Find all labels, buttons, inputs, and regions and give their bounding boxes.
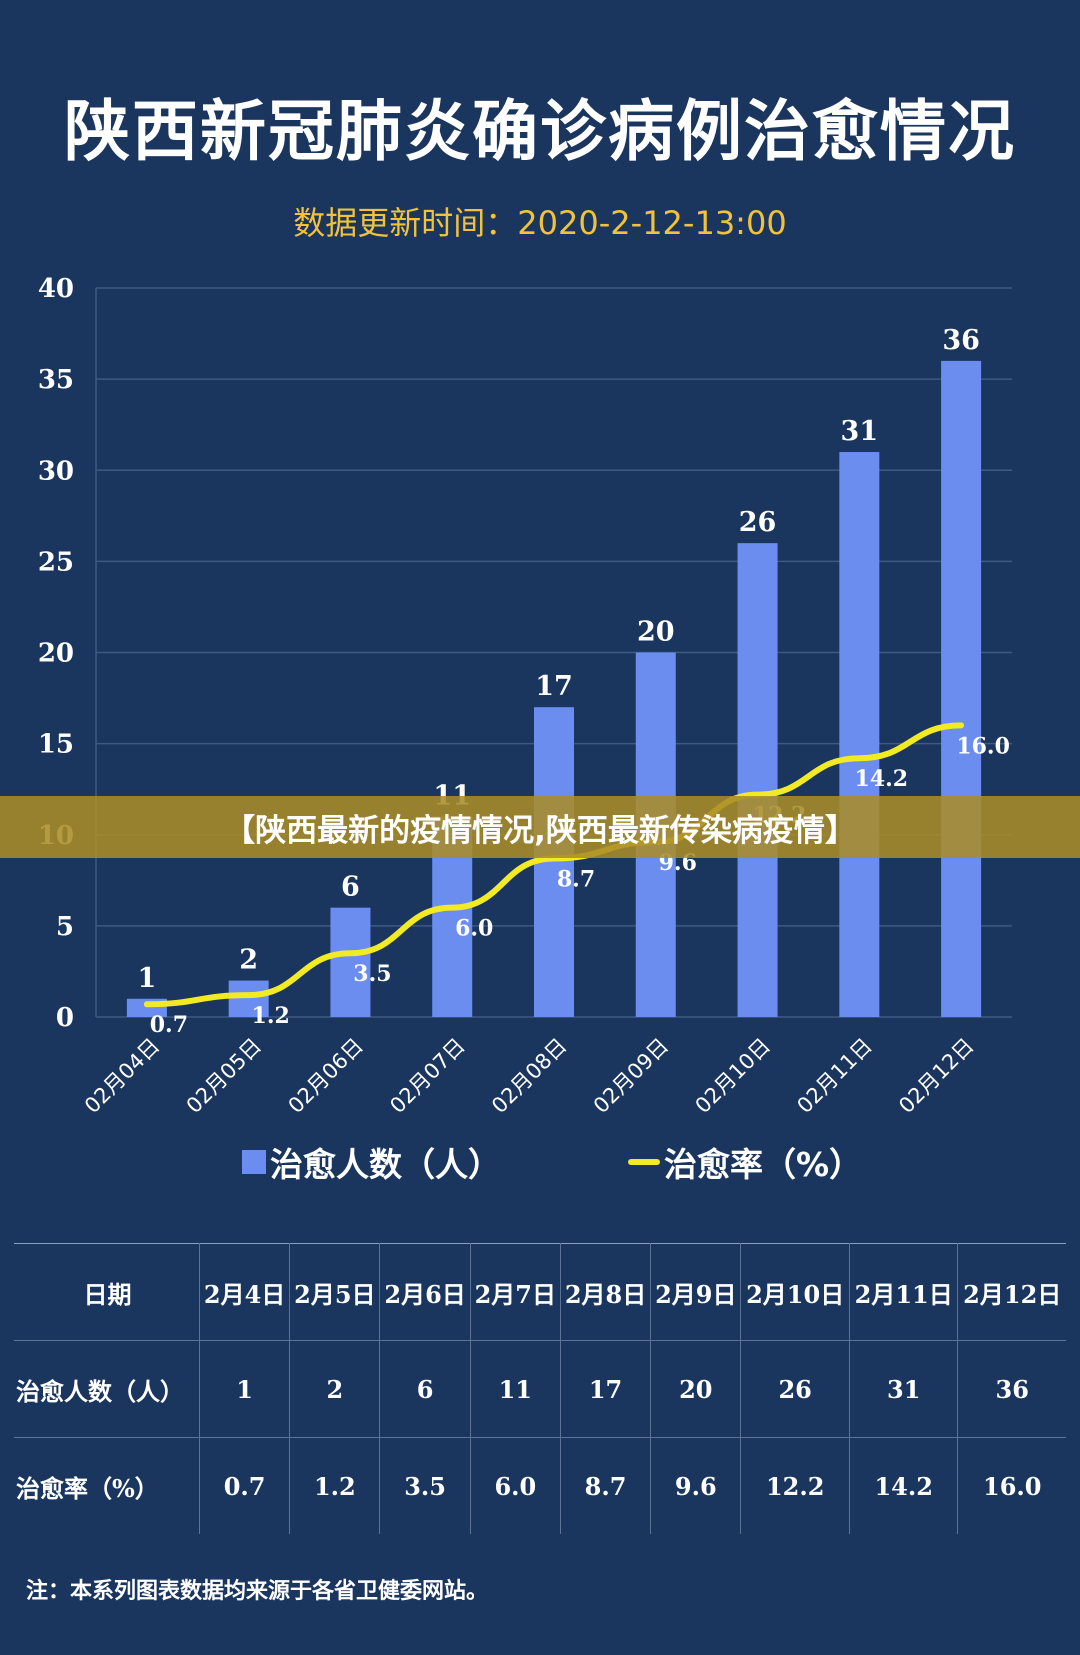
y-tick-label: 30 <box>38 456 74 486</box>
y-tick-label: 15 <box>38 730 74 760</box>
line-value-label: 1.2 <box>252 1003 290 1029</box>
table-cell: 20 <box>650 1340 742 1438</box>
legend-line-item: 治愈率（%） <box>628 1138 862 1186</box>
table-header-cell: 2月4日 <box>198 1243 291 1341</box>
legend: 治愈人数（人） 治愈率（%） <box>0 1138 1080 1184</box>
table-cell: 1 <box>198 1340 291 1438</box>
x-tick-label: 02月06日 <box>284 1034 368 1118</box>
table-cell: 2 <box>289 1340 381 1438</box>
x-tick-label: 02月05日 <box>182 1034 266 1118</box>
bar-value-label: 31 <box>841 416 879 447</box>
bar <box>228 980 269 1017</box>
bar-value-label: 36 <box>942 325 980 356</box>
legend-bar-item: 治愈人数（人） <box>242 1138 501 1186</box>
line-value-label: 0.7 <box>150 1012 188 1038</box>
x-tick-label: 02月09日 <box>589 1034 673 1118</box>
x-tick-label: 02月07日 <box>385 1034 469 1118</box>
table-header-row: 日期 2月4日 2月5日 2月6日 2月7日 2月8日 2月9日 2月10日 2… <box>14 1243 1066 1341</box>
combo-chart: 051015202530354012611172026313602月04日02月… <box>38 274 1012 1118</box>
data-table: 日期 2月4日 2月5日 2月6日 2月7日 2月8日 2月9日 2月10日 2… <box>14 1243 1066 1534</box>
chart-title: 陕西新冠肺炎确诊病例治愈情况 <box>64 93 1016 170</box>
table-cell: 16.0 <box>957 1437 1066 1534</box>
bar <box>737 543 778 1017</box>
table-cell: 36 <box>957 1340 1066 1438</box>
bar-value-label: 26 <box>739 507 777 538</box>
table-row-label: 治愈率（%） <box>14 1437 200 1534</box>
table-header-cell: 2月8日 <box>559 1243 652 1341</box>
line-value-label: 16.0 <box>956 733 1010 759</box>
table-cell: 6 <box>379 1340 471 1438</box>
table-cell: 1.2 <box>289 1437 381 1534</box>
table-header-cell: 2月12日 <box>957 1243 1066 1341</box>
table-header-cell: 2月6日 <box>379 1243 471 1341</box>
legend-line-swatch <box>628 1159 660 1165</box>
bar-value-label: 2 <box>239 945 258 976</box>
bar-value-label: 1 <box>137 963 156 994</box>
line-value-label: 8.7 <box>557 866 595 892</box>
table-cell: 6.0 <box>469 1437 561 1534</box>
y-tick-label: 5 <box>56 912 74 942</box>
bar <box>941 360 982 1017</box>
y-tick-label: 25 <box>38 547 74 577</box>
bar-value-label: 6 <box>341 872 360 903</box>
table-header-cell: 2月10日 <box>740 1243 850 1341</box>
table-header-cell: 日期 <box>14 1243 200 1341</box>
table-cell: 9.6 <box>650 1437 742 1534</box>
y-tick-label: 35 <box>38 365 74 395</box>
legend-line-label: 治愈率（%） <box>664 1145 863 1184</box>
table-cell: 3.5 <box>379 1437 471 1534</box>
line-value-label: 14.2 <box>855 766 909 792</box>
y-tick-label: 0 <box>56 1003 74 1033</box>
x-tick-label: 02月12日 <box>894 1034 978 1118</box>
table-cell: 8.7 <box>559 1437 652 1534</box>
table-row: 治愈率（%） 0.7 1.2 3.5 6.0 8.7 9.6 12.2 14.2… <box>14 1437 1066 1534</box>
update-time: 数据更新时间：2020-2-12-13:00 <box>293 204 787 242</box>
table-cell: 11 <box>469 1340 561 1438</box>
table-cell: 0.7 <box>198 1437 291 1534</box>
table-cell: 17 <box>559 1340 652 1438</box>
y-tick-label: 20 <box>38 639 74 669</box>
x-tick-label: 02月11日 <box>792 1034 876 1118</box>
bar <box>330 907 371 1017</box>
legend-bar-swatch <box>242 1150 266 1174</box>
table-row: 治愈人数（人） 1 2 6 11 17 20 26 31 36 <box>14 1340 1066 1438</box>
bar <box>839 452 880 1017</box>
overlay-banner: 【陕西最新的疫情情况,陕西最新传染病疫情】 <box>0 796 1080 858</box>
line-value-label: 6.0 <box>455 916 493 942</box>
table-cell: 31 <box>848 1340 959 1438</box>
legend-bar-label: 治愈人数（人） <box>270 1145 501 1184</box>
table-cell: 26 <box>740 1340 850 1438</box>
x-tick-label: 02月10日 <box>691 1034 775 1118</box>
x-tick-label: 02月08日 <box>487 1034 571 1118</box>
table-header-cell: 2月11日 <box>848 1243 959 1341</box>
line-series <box>143 722 965 1008</box>
table-row-label: 治愈人数（人） <box>14 1340 200 1438</box>
x-tick-label: 02月04日 <box>80 1034 164 1118</box>
line-value-label: 3.5 <box>353 961 391 987</box>
table-header-cell: 2月5日 <box>289 1243 381 1341</box>
y-tick-label: 40 <box>38 274 74 304</box>
table-header-cell: 2月7日 <box>469 1243 561 1341</box>
footnote: 注：本系列图表数据均来源于各省卫健委网站。 <box>26 1579 489 1604</box>
table-cell: 12.2 <box>740 1437 850 1534</box>
bar-value-label: 17 <box>535 671 573 702</box>
bar-value-label: 20 <box>637 617 675 648</box>
table-header-cell: 2月9日 <box>650 1243 742 1341</box>
table-cell: 14.2 <box>848 1437 959 1534</box>
